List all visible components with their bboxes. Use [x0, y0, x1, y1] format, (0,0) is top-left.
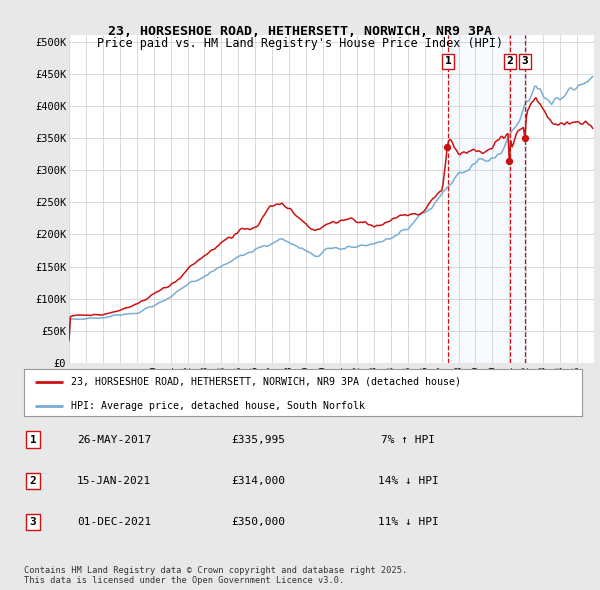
Point [505, 156, 514, 166]
Point [442, 142, 452, 152]
Text: 2: 2 [506, 56, 514, 66]
Text: 11% ↓ HPI: 11% ↓ HPI [377, 517, 439, 527]
Text: 26-MAY-2017: 26-MAY-2017 [77, 435, 151, 444]
Text: 23, HORSESHOE ROAD, HETHERSETT, NORWICH, NR9 3PA: 23, HORSESHOE ROAD, HETHERSETT, NORWICH,… [108, 25, 492, 38]
Text: 1: 1 [29, 435, 37, 444]
Text: £314,000: £314,000 [231, 476, 285, 486]
Text: 1: 1 [445, 56, 451, 66]
Text: 14% ↓ HPI: 14% ↓ HPI [377, 476, 439, 486]
Text: £335,995: £335,995 [231, 435, 285, 444]
Text: 01-DEC-2021: 01-DEC-2021 [77, 517, 151, 527]
Text: Price paid vs. HM Land Registry's House Price Index (HPI): Price paid vs. HM Land Registry's House … [97, 37, 503, 50]
Text: 7% ↑ HPI: 7% ↑ HPI [381, 435, 435, 444]
Text: Contains HM Land Registry data © Crown copyright and database right 2025.
This d: Contains HM Land Registry data © Crown c… [24, 566, 407, 585]
Text: £350,000: £350,000 [231, 517, 285, 527]
Bar [448, 35, 525, 363]
Point [520, 133, 530, 143]
Text: 23, HORSESHOE ROAD, HETHERSETT, NORWICH, NR9 3PA (detached house): 23, HORSESHOE ROAD, HETHERSETT, NORWICH,… [71, 377, 461, 387]
Text: 15-JAN-2021: 15-JAN-2021 [77, 476, 151, 486]
Text: HPI: Average price, detached house, South Norfolk: HPI: Average price, detached house, Sout… [71, 401, 365, 411]
Text: 3: 3 [29, 517, 37, 527]
Text: 3: 3 [521, 56, 528, 66]
Text: 2: 2 [29, 476, 37, 486]
